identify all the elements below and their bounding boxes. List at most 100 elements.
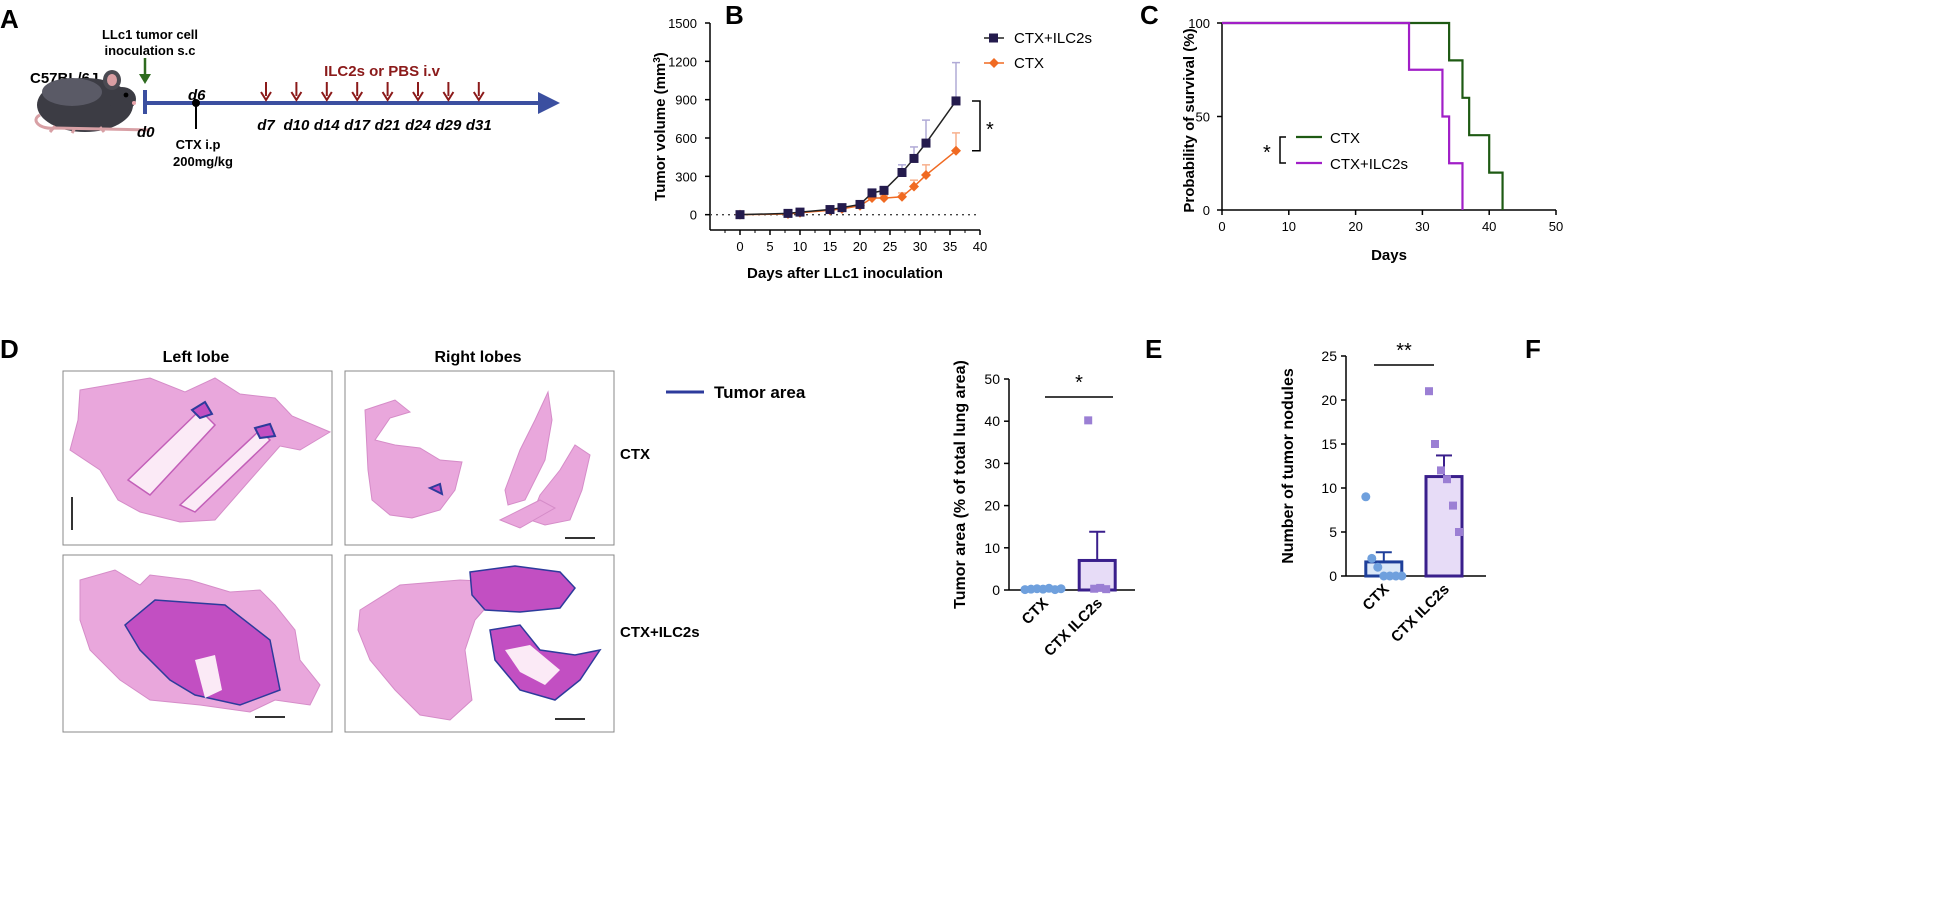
y-tick-label: 0 [1329, 568, 1337, 584]
data-point-square [735, 210, 745, 220]
row-label-ctx: CTX [620, 446, 650, 463]
y-tick-label: 1500 [668, 16, 697, 31]
x-tick-label: 30 [913, 239, 927, 254]
x-tick-label: 10 [793, 239, 807, 254]
x-tick-label: 0 [736, 239, 743, 254]
histology-ctx-right-tissue [364, 390, 595, 539]
y-tick-label: 25 [1321, 348, 1337, 364]
y-tick-label: 20 [984, 498, 1000, 514]
row-label-ctx-ilc2s: CTX+ILC2s [620, 624, 700, 641]
dose-day-label: d21 [375, 117, 401, 134]
inoculation-label-line2: inoculation s.c [104, 43, 195, 58]
data-point-square [879, 185, 889, 195]
x-category-label: CTX ILC2s [1388, 581, 1453, 646]
y-tick-label: 10 [984, 540, 1000, 556]
dose-arrow-head [381, 91, 394, 102]
dose-day-label: d10 [283, 117, 310, 134]
data-point-square [1437, 466, 1445, 475]
y-tick-label: 15 [1321, 436, 1337, 452]
y-tick-label: 20 [1321, 392, 1337, 408]
dose-arrows [260, 82, 485, 102]
x-tick-label: 20 [1348, 219, 1362, 234]
y-tick-label: 30 [984, 455, 1000, 471]
data-point-circle [1373, 562, 1383, 572]
data-point-diamond [951, 145, 961, 156]
day0-label: d0 [137, 124, 155, 141]
tumor-outline-3 [427, 482, 444, 496]
dose-arrow-head [290, 91, 303, 102]
data-point-diamond [897, 191, 907, 202]
data-point-circle [1367, 553, 1377, 563]
data-point-diamond [909, 181, 919, 192]
x-category-label: CTX ILC2s [1041, 595, 1106, 660]
significance-star: ** [1396, 340, 1412, 362]
significance-star: * [986, 119, 994, 141]
data-point-square [1455, 528, 1463, 536]
significance-star: * [1263, 142, 1271, 164]
data-point-diamond [921, 170, 931, 181]
data-point-square [897, 168, 907, 177]
data-point-square [1425, 387, 1433, 396]
dose-day-labels: d7 d10 d14 d17 d21 d24 d29 d31 [257, 117, 491, 134]
dose-day-label: d14 [314, 117, 341, 134]
treatment-label: ILC2s or PBS i.v [324, 63, 441, 80]
column-label-right-lobes: Right lobes [434, 349, 521, 366]
x-axis-label: Days [1371, 247, 1407, 264]
dose-day-label: d31 [466, 117, 492, 134]
data-point-circle [1397, 571, 1407, 581]
x-tick-label: 50 [1549, 219, 1563, 234]
dose-arrow-head [472, 91, 485, 102]
data-point-square [867, 188, 877, 198]
y-axis-label: Number of tumor nodules [1280, 368, 1297, 564]
bar [1424, 475, 1464, 578]
x-category-label: CTX [1359, 581, 1392, 614]
dose-day-label: d29 [435, 117, 462, 134]
x-category-label: CTX [1019, 595, 1052, 628]
histology-ctx-left-tissue [69, 377, 332, 530]
x-tick-label: 0 [1218, 219, 1225, 234]
mouse-icon [34, 70, 151, 134]
inoculation-arrow-head [139, 74, 151, 84]
y-tick-label: 300 [675, 169, 697, 184]
survival-curve [1222, 21, 1464, 210]
legend-label: CTX [1014, 55, 1044, 72]
legend-label: CTX+ILC2s [1014, 30, 1092, 47]
y-axis-label: Tumor volume (mm3) [652, 52, 670, 201]
data-point-square [1102, 585, 1111, 594]
panel-letter-a: A [0, 4, 19, 34]
dose-arrow-head [442, 91, 455, 102]
y-tick-label: 0 [992, 582, 1000, 598]
significance-star: * [1075, 372, 1083, 394]
survival-curve [1222, 21, 1504, 210]
dose-day-label: d24 [405, 117, 432, 134]
x-tick-label: 15 [823, 239, 837, 254]
panel-e-tumor-area: 0 10 20 30 40 50 Tumor area (% of total lung a… [952, 360, 1135, 660]
x-tick-label: 40 [973, 239, 987, 254]
y-tick-label: 0 [1203, 203, 1210, 218]
series-line [739, 150, 957, 216]
legend-label: CTX [1330, 130, 1360, 147]
series-line [739, 100, 957, 216]
y-tick-label: 50 [984, 371, 1000, 387]
data-point-square [795, 207, 805, 217]
x-tick-label: 40 [1482, 219, 1496, 234]
significance-bracket [1279, 136, 1286, 164]
tumor-area-legend-label: Tumor area [714, 383, 806, 402]
y-tick-label: 100 [1188, 16, 1210, 31]
inoculation-arrow [139, 58, 151, 84]
data-point-square [837, 203, 847, 213]
column-label-left-lobe: Left lobe [163, 349, 230, 366]
y-axis-label: Probability of survival (%) [1181, 28, 1198, 212]
data-point-square [1449, 501, 1457, 510]
data-point-circle [1056, 584, 1066, 594]
y-tick-label: 10 [1321, 480, 1337, 496]
panel-letter-d: D [0, 334, 19, 364]
data-point-square [909, 153, 919, 163]
x-tick-label: 5 [766, 239, 773, 254]
dose-arrow-head [412, 91, 424, 102]
y-tick-label: 5 [1329, 524, 1337, 540]
data-point-diamond [879, 193, 889, 204]
histology-ilc2-left-tissue [79, 569, 321, 718]
tumor-outline-1 [190, 400, 214, 420]
y-tick-label: 50 [1196, 110, 1210, 125]
